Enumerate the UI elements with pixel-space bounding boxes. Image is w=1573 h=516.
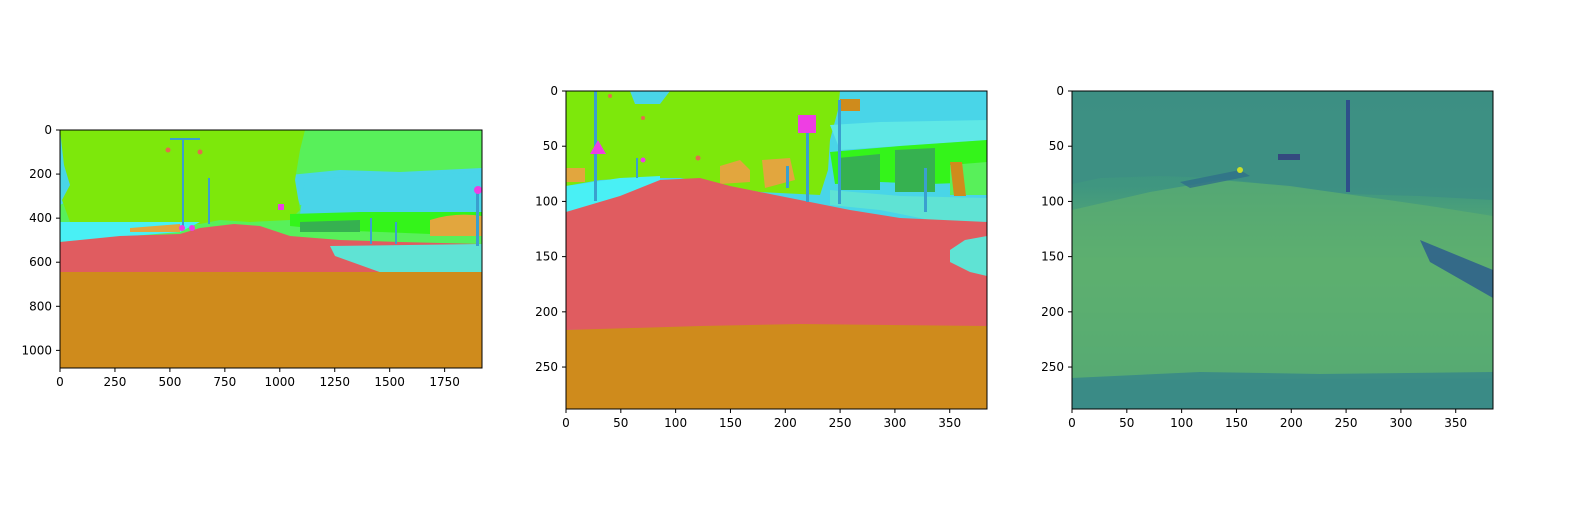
x-tick-label: 300 xyxy=(883,416,906,430)
y-tick-label: 200 xyxy=(1041,305,1064,319)
x-tick-label: 750 xyxy=(213,375,236,389)
x-tick-label: 250 xyxy=(1335,416,1358,430)
x-tick-label: 500 xyxy=(158,375,181,389)
x-tick-label: 350 xyxy=(1444,416,1467,430)
x-tick-label: 200 xyxy=(774,416,797,430)
y-tick-label: 50 xyxy=(1049,139,1064,153)
x-tick-label: 350 xyxy=(938,416,961,430)
y-tick-label: 0 xyxy=(44,123,52,137)
x-tick-label: 150 xyxy=(719,416,742,430)
axes-frame xyxy=(1071,90,1494,410)
y-tick-label: 150 xyxy=(1041,250,1064,264)
y-tick-label: 250 xyxy=(535,360,558,374)
x-axis-ticks: 0 50 100 150 200 250 300 350 xyxy=(562,409,961,430)
x-tick-label: 150 xyxy=(1225,416,1248,430)
x-tick-label: 0 xyxy=(562,416,570,430)
x-tick-label: 100 xyxy=(664,416,687,430)
segmentation-image-downsampled xyxy=(566,91,987,409)
y-axis-ticks: 0 50 100 150 200 250 xyxy=(1041,84,1072,374)
x-tick-label: 100 xyxy=(1170,416,1193,430)
y-tick-label: 50 xyxy=(543,139,558,153)
panel-3-single-channel-image: 0 50 100 150 200 250 300 350 0 50 100 150 200 250 xyxy=(1041,84,1494,430)
y-tick-label: 0 xyxy=(1056,84,1064,98)
y-axis-ticks: 0 50 100 150 200 250 xyxy=(535,84,566,374)
panel-2-downsampled-segmentation: 0 50 100 150 200 250 300 350 0 50 100 150 200 250 xyxy=(535,84,988,430)
y-tick-label: 800 xyxy=(29,299,52,313)
panel-1-full-segmentation: 0 250 500 750 1000 1250 1500 1750 0 200 400 600 800… xyxy=(21,123,483,389)
segmentation-image-full xyxy=(60,130,482,368)
x-tick-label: 1250 xyxy=(319,375,350,389)
x-tick-label: 250 xyxy=(829,416,852,430)
y-tick-label: 200 xyxy=(535,305,558,319)
y-tick-label: 200 xyxy=(29,167,52,181)
x-tick-label: 50 xyxy=(1119,416,1134,430)
x-tick-label: 300 xyxy=(1389,416,1412,430)
x-tick-label: 1500 xyxy=(374,375,405,389)
x-axis-ticks: 0 50 100 150 200 250 300 350 xyxy=(1068,409,1467,430)
y-tick-label: 600 xyxy=(29,255,52,269)
y-tick-label: 150 xyxy=(535,250,558,264)
x-tick-label: 0 xyxy=(1068,416,1076,430)
x-tick-label: 250 xyxy=(103,375,126,389)
y-tick-label: 100 xyxy=(1041,194,1064,208)
y-tick-label: 400 xyxy=(29,211,52,225)
x-tick-label: 0 xyxy=(56,375,64,389)
x-tick-label: 50 xyxy=(613,416,628,430)
x-tick-label: 200 xyxy=(1280,416,1303,430)
x-axis-ticks: 0 250 500 750 1000 1250 1500 1750 xyxy=(56,368,460,389)
y-tick-label: 1000 xyxy=(21,343,52,357)
x-tick-label: 1750 xyxy=(429,375,460,389)
viridis-image xyxy=(1072,91,1493,409)
y-axis-ticks: 0 200 400 600 800 1000 xyxy=(21,123,60,357)
axes-frame xyxy=(565,90,988,410)
y-tick-label: 0 xyxy=(550,84,558,98)
y-tick-label: 100 xyxy=(535,194,558,208)
x-tick-label: 1000 xyxy=(265,375,296,389)
y-tick-label: 250 xyxy=(1041,360,1064,374)
axes-frame xyxy=(59,129,483,369)
